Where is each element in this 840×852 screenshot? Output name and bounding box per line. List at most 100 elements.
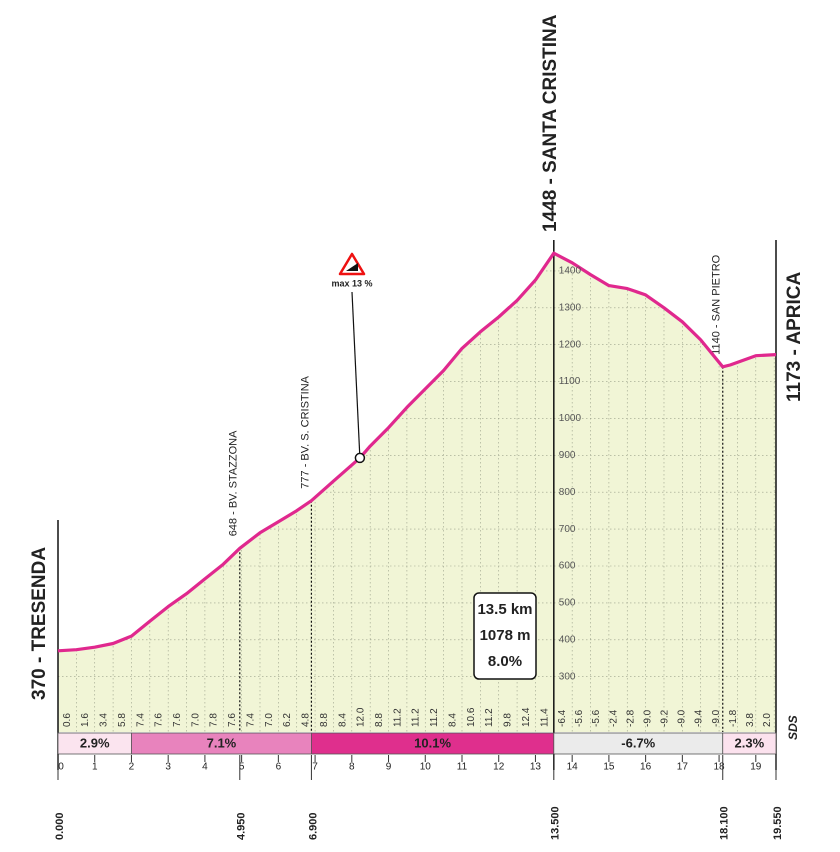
credit: SDS	[786, 715, 800, 740]
gradient-label: 10.6	[466, 707, 477, 727]
x-tick-label: 19	[750, 762, 762, 773]
x-tick-label: 10	[420, 762, 432, 773]
max-gradient-point	[354, 452, 366, 464]
distance-label: 19.550	[772, 806, 784, 840]
x-tick-label: 12	[493, 762, 505, 773]
slope-icon	[346, 263, 358, 271]
gradient-label: -6.4	[557, 709, 568, 727]
profile-fill	[58, 253, 776, 732]
gradient-label: 8.8	[319, 713, 330, 727]
gradient-label: 0.6	[62, 713, 73, 727]
x-tick-label: 6	[276, 762, 282, 773]
summary-line: 13.5 km	[477, 601, 532, 618]
gradient-label: -9.0	[677, 709, 688, 727]
gradient-label: 12.0	[356, 707, 367, 727]
elevation-tick-label: 500	[559, 598, 576, 609]
gradient-label: -1.8	[728, 709, 739, 727]
x-tick-label: 3	[165, 762, 171, 773]
gradient-label: -9.2	[660, 709, 671, 727]
elevation-tick-label: 400	[559, 634, 576, 645]
segment-label: 10.1%	[414, 735, 451, 750]
summary-line: 1078 m	[480, 627, 531, 644]
elevation-tick-label: 1000	[559, 413, 582, 424]
gradient-label: 7.0	[190, 713, 201, 727]
x-tick-label: 13	[530, 762, 542, 773]
gradient-label: 7.8	[209, 713, 220, 727]
x-tick-label: 4	[202, 762, 208, 773]
distance-label: 13.500	[550, 806, 562, 840]
gradient-label: 1.6	[80, 713, 91, 727]
gradient-label: 8.4	[447, 713, 458, 727]
gradient-label: 11.2	[411, 708, 422, 727]
max-pointer	[351, 291, 361, 458]
gradient-label: 3.8	[745, 713, 756, 727]
x-tick-label: 1	[92, 762, 98, 773]
endpoint-label: 1448 - SANTA CRISTINA	[540, 14, 561, 232]
x-tick-label: 2	[129, 762, 135, 773]
distance-label: 0.000	[54, 812, 66, 840]
segment-label: -6.7%	[621, 735, 655, 750]
elevation-tick-label: 600	[559, 561, 576, 572]
distance-label: 4.950	[236, 812, 248, 840]
x-tick-label: 0	[58, 762, 64, 773]
waypoint-label: 1140 - SAN PIETRO	[711, 254, 723, 354]
gradient-label: 8.4	[337, 713, 348, 727]
endpoint-label: 1173 - APRICA	[784, 271, 805, 402]
distance-label: 18.100	[719, 806, 731, 840]
gradient-label: -9.4	[694, 709, 705, 727]
gradient-label: 7.4	[245, 713, 256, 727]
x-tick-label: 5	[239, 762, 245, 773]
gradient-segment	[722, 732, 777, 755]
gradient-label: 5.8	[117, 713, 128, 727]
gradient-label: 6.2	[282, 713, 293, 727]
waypoint-label: 648 - BV. STAZZONA	[228, 430, 240, 536]
elevation-tick-label: 900	[559, 450, 576, 461]
elevation-tick-label: 1100	[559, 376, 581, 387]
gradient-label: 7.6	[227, 713, 238, 727]
elevation-tick-label: 1200	[559, 339, 582, 350]
elevation-tick-label: 800	[559, 487, 576, 498]
segment-label: 7.1%	[207, 735, 237, 750]
gradient-label: 7.4	[135, 713, 146, 727]
elevation-tick-label: 1300	[559, 302, 582, 313]
distance-label: 6.900	[307, 812, 319, 840]
gradient-label: 11.2	[484, 708, 495, 727]
x-tick-label: 18	[714, 762, 726, 773]
x-tick-label: 11	[457, 762, 468, 773]
summary-box	[473, 592, 537, 680]
gradient-label: 7.6	[154, 713, 165, 727]
gradient-label: 3.4	[99, 713, 110, 727]
gradient-label: 9.8	[503, 713, 514, 727]
gradient-label: 7.0	[264, 713, 275, 727]
gradient-label: 8.8	[374, 713, 385, 727]
gradient-label: 11.4	[539, 708, 550, 727]
gradient-label: -9.0	[642, 709, 653, 727]
x-tick-label: 8	[349, 762, 355, 773]
x-tick-label: 14	[567, 762, 579, 773]
x-tick-label: 16	[640, 762, 652, 773]
gradient-label: -2.8	[625, 709, 636, 727]
gradient-label: -2.4	[608, 709, 619, 727]
segment-label: 2.9%	[80, 735, 110, 750]
gradient-label: 11.2	[429, 708, 440, 727]
endpoint-label: 370 - TRESENDA	[29, 547, 50, 700]
gradient-label: 4.8	[301, 713, 312, 727]
gradient-label: -5.6	[574, 709, 585, 727]
gradient-label: 7.6	[172, 713, 183, 727]
summary-line: 8.0%	[488, 653, 522, 670]
profile-line	[57, 251, 777, 653]
elevation-tick-label: 300	[559, 671, 576, 682]
gradient-label: -9.0	[711, 709, 722, 727]
gradient-label: 2.0	[762, 713, 773, 727]
elevation-tick-label: 700	[559, 524, 576, 535]
x-tick-label: 7	[312, 762, 318, 773]
max-gradient-label: max 13 %	[331, 278, 372, 288]
waypoint-label: 777 - BV. S. CRISTINA	[299, 375, 311, 488]
x-tick-label: 15	[603, 762, 615, 773]
segment-label: 2.3%	[735, 735, 765, 750]
gradient-label: -5.6	[591, 709, 602, 727]
elevation-tick-label: 1400	[559, 266, 582, 277]
gradient-label: 11.2	[392, 708, 403, 727]
x-tick-label: 17	[677, 762, 689, 773]
